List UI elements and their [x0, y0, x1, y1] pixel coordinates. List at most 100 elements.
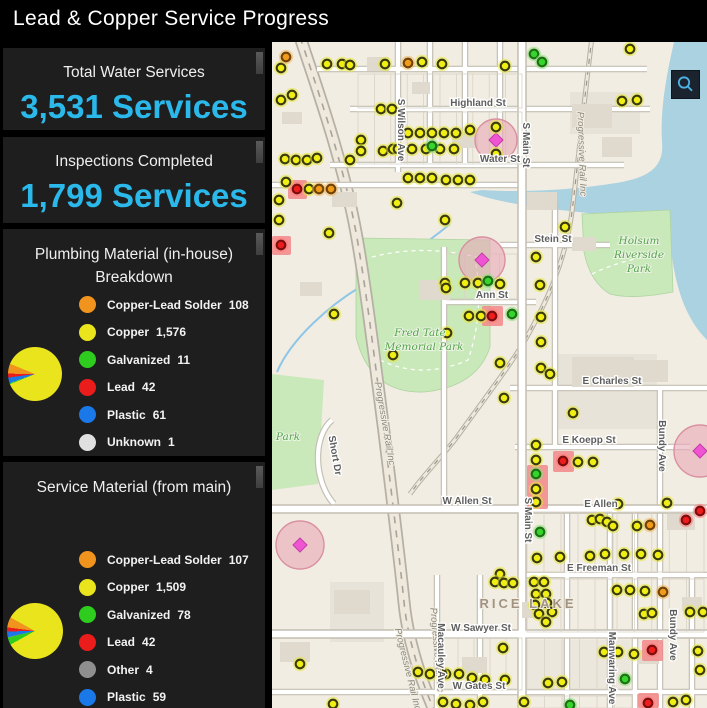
yellow-service-marker[interactable]: [488, 146, 504, 162]
legend-item[interactable]: Copper-Lead Solder 108: [79, 291, 249, 319]
legend-item[interactable]: Lead 42: [79, 629, 249, 657]
panel-scrollbar[interactable]: [256, 52, 263, 74]
pie-chart-service-material[interactable]: [7, 603, 63, 659]
yellow-service-marker[interactable]: [582, 548, 598, 564]
yellow-service-marker[interactable]: [319, 56, 335, 72]
orange-service-marker[interactable]: [278, 49, 294, 65]
panel-scrollbar[interactable]: [256, 141, 263, 163]
yellow-service-marker[interactable]: [400, 125, 416, 141]
yellow-service-marker[interactable]: [457, 275, 473, 291]
green-service-marker[interactable]: [528, 466, 544, 482]
green-service-marker[interactable]: [480, 273, 496, 289]
panel-scrollbar[interactable]: [256, 233, 263, 255]
yellow-service-marker[interactable]: [384, 101, 400, 117]
yellow-service-marker[interactable]: [540, 675, 556, 691]
yellow-service-marker[interactable]: [665, 694, 681, 708]
yellow-service-marker[interactable]: [462, 697, 478, 708]
red-service-marker[interactable]: [555, 453, 571, 469]
red-service-marker[interactable]: [678, 512, 694, 528]
yellow-service-marker[interactable]: [492, 355, 508, 371]
cluster-marker[interactable]: [275, 520, 325, 570]
yellow-service-marker[interactable]: [448, 125, 464, 141]
yellow-service-marker[interactable]: [414, 54, 430, 70]
yellow-service-marker[interactable]: [629, 92, 645, 108]
red-service-marker[interactable]: [692, 503, 707, 519]
yellow-service-marker[interactable]: [610, 496, 626, 512]
yellow-service-marker[interactable]: [533, 309, 549, 325]
yellow-service-marker[interactable]: [273, 92, 289, 108]
yellow-service-marker[interactable]: [622, 42, 638, 57]
yellow-service-marker[interactable]: [451, 666, 467, 682]
legend-item[interactable]: Other 4: [79, 656, 249, 684]
yellow-service-marker[interactable]: [436, 125, 452, 141]
cluster-marker[interactable]: [673, 424, 707, 478]
yellow-service-marker[interactable]: [475, 694, 491, 708]
yellow-service-marker[interactable]: [616, 546, 632, 562]
yellow-service-marker[interactable]: [629, 518, 645, 534]
legend-item[interactable]: Lead 42: [79, 374, 249, 402]
yellow-service-marker[interactable]: [650, 547, 666, 563]
red-service-marker[interactable]: [644, 642, 660, 658]
yellow-service-marker[interactable]: [404, 141, 420, 157]
yellow-service-marker[interactable]: [633, 546, 649, 562]
green-service-marker[interactable]: [532, 524, 548, 540]
yellow-service-marker[interactable]: [412, 170, 428, 186]
yellow-service-marker[interactable]: [439, 325, 455, 341]
yellow-service-marker[interactable]: [377, 56, 393, 72]
yellow-service-marker[interactable]: [477, 672, 493, 688]
yellow-service-marker[interactable]: [605, 518, 621, 534]
yellow-service-marker[interactable]: [529, 550, 545, 566]
yellow-service-marker[interactable]: [532, 277, 548, 293]
green-service-marker[interactable]: [424, 138, 440, 154]
legend-item[interactable]: Galvanized 11: [79, 346, 249, 374]
red-service-marker[interactable]: [484, 308, 500, 324]
yellow-service-marker[interactable]: [437, 212, 453, 228]
yellow-service-marker[interactable]: [272, 212, 287, 228]
yellow-service-marker[interactable]: [533, 334, 549, 350]
yellow-service-marker[interactable]: [424, 170, 440, 186]
yellow-service-marker[interactable]: [424, 125, 440, 141]
legend-item[interactable]: Copper-Lead Solder 107: [79, 546, 249, 574]
yellow-service-marker[interactable]: [496, 390, 512, 406]
yellow-service-marker[interactable]: [410, 664, 426, 680]
legend-item[interactable]: Copper 1,576: [79, 319, 249, 347]
yellow-service-marker[interactable]: [557, 219, 573, 235]
orange-service-marker[interactable]: [655, 584, 671, 600]
yellow-service-marker[interactable]: [301, 181, 317, 197]
yellow-service-marker[interactable]: [284, 87, 300, 103]
green-service-marker[interactable]: [534, 54, 550, 70]
yellow-service-marker[interactable]: [565, 405, 581, 421]
yellow-service-marker[interactable]: [273, 60, 289, 76]
yellow-service-marker[interactable]: [637, 583, 653, 599]
orange-service-marker[interactable]: [311, 181, 327, 197]
yellow-service-marker[interactable]: [678, 692, 694, 708]
yellow-service-marker[interactable]: [692, 662, 707, 678]
yellow-service-marker[interactable]: [488, 119, 504, 135]
orange-service-marker[interactable]: [323, 181, 339, 197]
yellow-service-marker[interactable]: [400, 170, 416, 186]
yellow-service-marker[interactable]: [435, 694, 451, 708]
yellow-service-marker[interactable]: [422, 666, 438, 682]
map-canvas[interactable]: Highland St Water St S Wilson Ave S Main St…: [272, 42, 707, 708]
yellow-service-marker[interactable]: [695, 604, 707, 620]
yellow-service-marker[interactable]: [450, 172, 466, 188]
yellow-service-marker[interactable]: [552, 549, 568, 565]
legend-item[interactable]: Plastic 59: [79, 684, 249, 708]
yellow-service-marker[interactable]: [272, 192, 287, 208]
yellow-service-marker[interactable]: [495, 640, 511, 656]
search-button[interactable]: [671, 70, 700, 99]
yellow-service-marker[interactable]: [473, 308, 489, 324]
yellow-service-marker[interactable]: [353, 132, 369, 148]
yellow-service-marker[interactable]: [389, 195, 405, 211]
panel-scrollbar[interactable]: [256, 466, 263, 488]
red-service-marker[interactable]: [289, 181, 305, 197]
yellow-service-marker[interactable]: [528, 481, 544, 497]
yellow-service-marker[interactable]: [539, 595, 555, 611]
yellow-service-marker[interactable]: [528, 452, 544, 468]
yellow-service-marker[interactable]: [536, 574, 552, 590]
yellow-service-marker[interactable]: [353, 143, 369, 159]
yellow-service-marker[interactable]: [659, 495, 675, 511]
yellow-service-marker[interactable]: [385, 347, 401, 363]
yellow-service-marker[interactable]: [614, 93, 630, 109]
yellow-service-marker[interactable]: [292, 656, 308, 672]
